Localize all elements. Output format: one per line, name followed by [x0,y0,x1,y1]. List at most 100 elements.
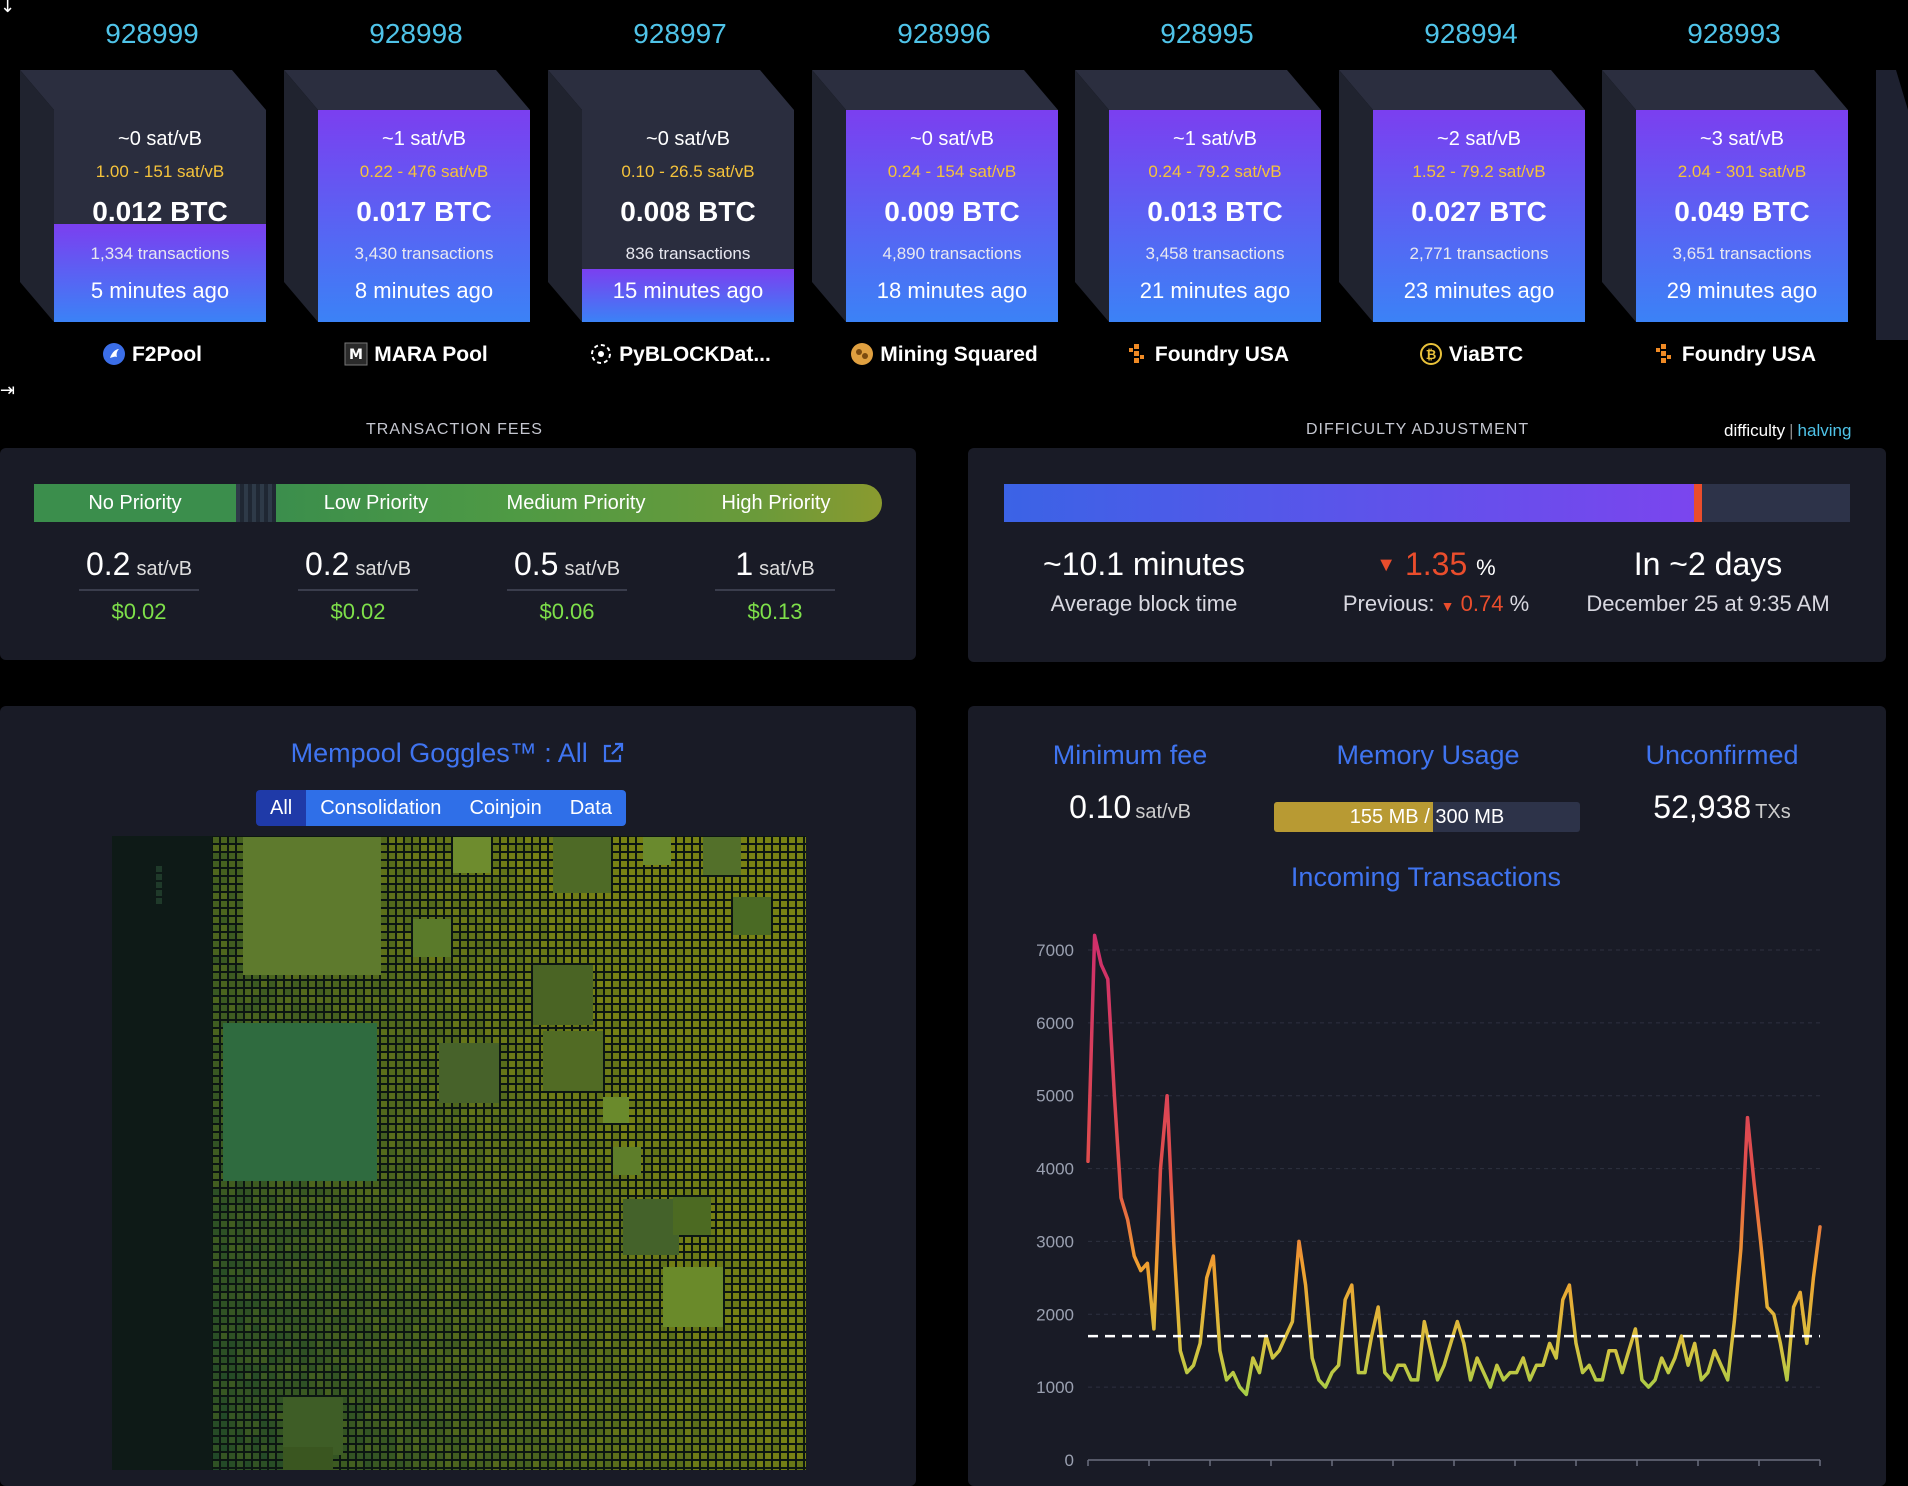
tx-square [789,965,795,971]
tx-square [621,1093,627,1099]
goggles-tab-all[interactable]: All [256,790,307,826]
block-height[interactable]: 928994 [1424,18,1518,49]
tx-square [581,1237,587,1243]
tx-square [749,1141,755,1147]
difficulty-toggle[interactable]: difficulty [1724,421,1786,440]
block-cube[interactable]: ~1 sat/vB 0.22 - 476 sat/vB 0.017 BTC 3,430… [284,70,530,340]
tx-square [781,1109,787,1115]
tx-square [357,1293,363,1299]
tx-square [493,1309,499,1315]
tx-square [301,1309,307,1315]
tx-square [533,893,539,899]
tx-square [773,1061,779,1067]
tx-square [677,981,683,987]
tx-square [653,1293,659,1299]
tx-square [765,1069,771,1075]
tx-square [789,1309,795,1315]
block-pool[interactable]: PyBLOCKDat... [548,342,812,367]
block-height[interactable]: 928999 [105,18,199,49]
tx-square [517,1085,523,1091]
tx-square [429,973,435,979]
goggles-title-text[interactable]: Mempool Goggles™ : All [290,738,588,768]
tx-square [237,885,243,891]
tx-square [701,1021,707,1027]
block-1[interactable]: 928998 ~1 sat/vB 0.22 - 476 sat/vB 0.017 BT… [284,18,548,378]
tx-square [709,1173,715,1179]
tx-square [741,1109,747,1115]
tx-square [229,909,235,915]
mempool-treemap[interactable] [112,836,806,1470]
block-cube[interactable]: ~0 sat/vB 0.10 - 26.5 sat/vB 0.008 BTC 836 … [548,70,794,340]
block-cube[interactable]: ~2 sat/vB 1.52 - 79.2 sat/vB 0.027 BTC 2,77… [1339,70,1585,340]
block-pool[interactable]: ₿ ViaBTC [1339,342,1603,367]
pool-name[interactable]: F2Pool [131,343,202,366]
tx-square [437,877,443,883]
block-4[interactable]: 928995 ~1 sat/vB 0.24 - 79.2 sat/vB 0.013 B… [1075,18,1339,378]
block-0[interactable]: 928999 ~0 sat/vB 1.00 - 151 sat/vB 0.012 BT… [20,18,284,378]
block-6[interactable]: 928993 ~3 sat/vB 2.04 - 301 sat/vB 0.049 BT… [1602,18,1866,378]
block-pool[interactable]: Mining Squared [812,342,1076,367]
tx-square [389,1005,395,1011]
goggles-tab-data[interactable]: Data [555,790,626,826]
tx-square [653,933,659,939]
external-link-icon[interactable] [601,741,625,765]
tx-square [717,1093,723,1099]
block-height[interactable]: 928997 [633,18,727,49]
tx-square [493,909,499,915]
tx-square [749,1133,755,1139]
tx-square [509,1277,515,1283]
collapse-icon[interactable]: ⇥ [0,380,16,401]
tx-square [421,1229,427,1235]
block-pool[interactable]: F2Pool [20,342,284,367]
block-height[interactable]: 928993 [1687,18,1781,49]
tx-square [741,853,747,859]
tx-square [717,1261,723,1267]
block-height[interactable]: 928998 [369,18,463,49]
tx-square [549,925,555,931]
tx-square [509,1165,515,1171]
pool-name[interactable]: Mining Squared [880,343,1038,366]
tx-square [517,1173,523,1179]
tx-square [277,1005,283,1011]
block-cube[interactable]: ~1 sat/vB 0.24 - 79.2 sat/vB 0.013 BTC 3,45… [1075,70,1321,340]
block-height[interactable]: 928996 [897,18,991,49]
goggles-tab-coinjoin[interactable]: Coinjoin [455,790,556,826]
block-5[interactable]: 928994 ~2 sat/vB 1.52 - 79.2 sat/vB 0.027 B… [1339,18,1603,378]
tx-square [453,1269,459,1275]
block-cube[interactable]: ~3 sat/vB 2.04 - 301 sat/vB 0.049 BTC 3,651… [1602,70,1848,340]
tx-square [381,957,387,963]
tx-square [805,1085,806,1091]
tx-square [365,981,371,987]
tx-square [741,1253,747,1259]
goggles-tab-consolidation[interactable]: Consolidation [306,790,456,826]
block-3[interactable]: 928996 ~0 sat/vB 0.24 - 154 sat/vB 0.009 BT… [812,18,1076,378]
tx-square [421,1053,427,1059]
block-cube[interactable]: ~0 sat/vB 0.24 - 154 sat/vB 0.009 BTC 4,890… [812,70,1058,340]
pool-name[interactable]: MARA Pool [374,343,488,366]
pool-name[interactable]: PyBLOCKDat... [619,343,771,366]
block-2[interactable]: 928997 ~0 sat/vB 0.10 - 26.5 sat/vB 0.008 B… [548,18,812,378]
tx-square [213,861,219,867]
block-height[interactable]: 928995 [1160,18,1254,49]
pool-name[interactable]: ViaBTC [1448,343,1524,366]
tx-square [237,1221,243,1227]
tx-square [709,949,715,955]
tx-square [445,989,451,995]
block-pool[interactable]: Foundry USA [1602,342,1866,367]
scroll-down-icon[interactable]: ↓ [0,0,16,17]
tx-square [805,1245,806,1251]
goggles-title[interactable]: Mempool Goggles™ : All [0,738,916,769]
pool-name[interactable]: Foundry USA [1681,343,1817,366]
tx-square [277,1285,283,1291]
tx-square [429,1085,435,1091]
block-cube[interactable]: ~0 sat/vB 1.00 - 151 sat/vB 0.012 BTC 1,334… [20,70,266,340]
pool-name[interactable]: Foundry USA [1154,343,1290,366]
tx-square [453,933,459,939]
block-pool[interactable]: M MARA Pool [284,342,548,367]
tx-square [461,1197,467,1203]
tx-square [685,1141,691,1147]
tx-square [533,1069,539,1075]
tx-square [405,1309,411,1315]
halving-toggle[interactable]: halving [1797,421,1852,440]
block-pool[interactable]: Foundry USA [1075,342,1339,367]
